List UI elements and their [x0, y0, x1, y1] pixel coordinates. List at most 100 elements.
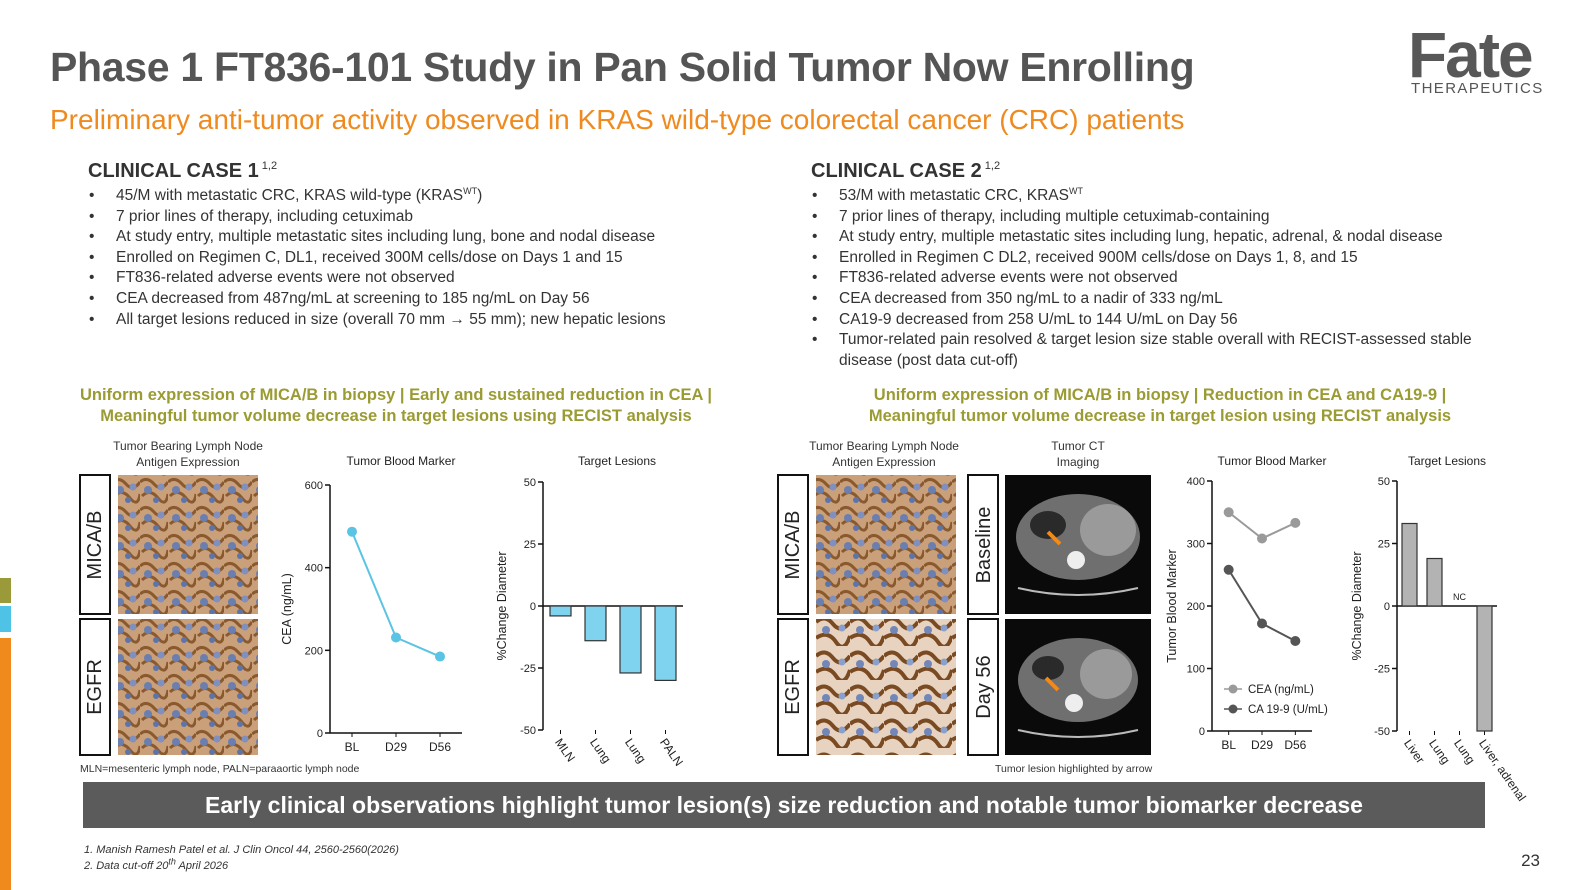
- x-tick-label: D56: [429, 740, 451, 754]
- case-heading: CLINICAL CASE 2 1,2: [811, 160, 1000, 183]
- label-box: [79, 474, 111, 615]
- highlight: Uniform expression of MICA/B in biopsy |…: [868, 386, 1452, 425]
- text: CEA decreased from 487ng/mL at screening…: [116, 289, 590, 307]
- line: [1227, 569, 1296, 642]
- x-tick-label: MLN: [552, 736, 578, 765]
- heading-text: CLINICAL CASE 1: [88, 160, 259, 182]
- text: FT836-related adverse events were not ob…: [116, 269, 455, 287]
- x-tick-label: BL: [345, 740, 360, 754]
- heading-sup: 1,2: [984, 160, 1001, 173]
- y-axis-label: CEA (ng/mL): [280, 573, 294, 645]
- text: CA19-9 decreased from 258 U/mL to 144 U/…: [839, 310, 1238, 328]
- legend-marker: [1228, 684, 1238, 694]
- y-tick-label: 100: [1187, 664, 1205, 676]
- bullet: FT836-related adverse events were not ob…: [812, 268, 1502, 289]
- heading-text: CLINICAL CASE 2: [811, 160, 982, 182]
- bullet: 53/M with metastatic CRC, KRASWT: [812, 186, 1502, 207]
- y-tick-label: 0: [317, 728, 323, 740]
- superscript: WT: [463, 185, 478, 196]
- y-tick-label: 25: [524, 539, 536, 551]
- page-number: 23: [1521, 851, 1540, 870]
- point: [1257, 533, 1267, 544]
- y-tick-label: -50: [1374, 726, 1390, 738]
- text: 7 prior lines of therapy, including cetu…: [116, 207, 413, 225]
- bullet: At study entry, multiple metastatic site…: [812, 227, 1502, 248]
- y-tick-label: 300: [1187, 539, 1205, 551]
- bullet: 45/M with metastatic CRC, KRAS wild-type…: [89, 186, 729, 207]
- y-tick-label: 0: [1384, 601, 1390, 613]
- point: [1290, 517, 1301, 528]
- x-tick-label: D56: [1284, 738, 1306, 752]
- bar: [619, 605, 642, 674]
- text: April 2026: [175, 860, 229, 872]
- y-tick-label: -25: [520, 663, 536, 675]
- bar: [1401, 522, 1418, 607]
- label-box: [79, 618, 111, 756]
- slide-title: Phase 1 FT836-101 Study in Pan Solid Tum…: [50, 44, 1195, 90]
- x-tick-label: Lung: [1451, 737, 1478, 767]
- y-tick-label: 600: [305, 480, 323, 492]
- y-tick-label: 50: [524, 477, 536, 489]
- superscript: WT: [1068, 185, 1083, 196]
- x-tick-label: BL: [1221, 738, 1236, 752]
- y-tick-label: 50: [1378, 476, 1390, 488]
- bullet: All target lesions reduced in size (over…: [89, 310, 729, 331]
- charts: Tumor Blood Marker CEA (ng/mL) 0 200 400 600 B…: [280, 454, 1529, 804]
- x-tick-label: D29: [1251, 738, 1273, 752]
- bullet-list: 45/M with metastatic CRC, KRAS wild-type…: [89, 186, 729, 330]
- bullet: 7 prior lines of therapy, including cetu…: [89, 207, 729, 228]
- text: Enrolled on Regimen C, DL1, received 300…: [116, 248, 623, 266]
- legend-marker: [1228, 704, 1238, 714]
- y-tick-label: -25: [1374, 664, 1390, 676]
- text: Enrolled in Regimen C DL2, received 900M…: [839, 248, 1358, 266]
- panel-row-label: EGFR: [782, 659, 804, 715]
- bullet: CEA decreased from 487ng/mL at screening…: [89, 289, 729, 310]
- ihc-image: [118, 619, 258, 755]
- ct-image: [1005, 619, 1151, 755]
- label-box: [967, 618, 999, 756]
- y-tick-label: 200: [1187, 601, 1205, 613]
- point: [347, 526, 357, 537]
- bullet: 7 prior lines of therapy, including mult…: [812, 207, 1502, 228]
- label-box: [967, 474, 999, 615]
- y-tick-label: -50: [520, 725, 536, 737]
- x-tick-label: D29: [385, 740, 407, 754]
- bullet: CEA decreased from 350 ng/mL to a nadir …: [812, 289, 1502, 310]
- text: 2. Data cut-off 20: [84, 860, 169, 872]
- legend-label: CA 19-9 (U/mL): [1248, 704, 1328, 716]
- point: [1223, 564, 1234, 575]
- ihc-image: [816, 475, 956, 614]
- text: At study entry, multiple metastatic site…: [116, 228, 656, 246]
- text: 7 prior lines of therapy, including mult…: [839, 207, 1270, 225]
- footnote: Tumor lesion highlighted by arrow: [995, 763, 1153, 775]
- chart-title: Target Lesions: [578, 454, 656, 468]
- y-tick-label: 0: [530, 601, 536, 613]
- bullet: Enrolled on Regimen C, DL1, received 300…: [89, 248, 729, 269]
- x-tick-label: Lung: [1426, 737, 1453, 767]
- chart-title: Target Lesions: [1408, 454, 1486, 468]
- ct-image: [1005, 475, 1151, 614]
- bullet: At study entry, multiple metastatic site…: [89, 227, 729, 248]
- accent-bar: [0, 578, 11, 603]
- point: [391, 632, 401, 643]
- reference: 2. Data cut-off 20th April 2026: [84, 857, 399, 874]
- ct-label: Tumor CT Imaging: [1051, 439, 1105, 469]
- footnote: MLN=mesenteric lymph node, PALN=paraaort…: [80, 763, 360, 775]
- ihc-image: [816, 619, 956, 755]
- y-axis-label: %Change Diameter: [495, 551, 509, 660]
- accent-bar: [0, 606, 11, 632]
- x-tick-label: Lung: [587, 736, 614, 766]
- y-axis-label: %Change Diameter: [1350, 551, 1364, 660]
- point: [1257, 618, 1267, 629]
- panel-label: Tumor Bearing Lymph Node Antigen Express…: [113, 439, 263, 469]
- bullet: CA19-9 decreased from 258 U/mL to 144 U/…: [812, 310, 1502, 331]
- x-tick-label: Liver: [1401, 737, 1427, 766]
- point: [1290, 636, 1301, 646]
- text: 1. Manish Ramesh Patel et al. J Clin Onc…: [84, 844, 399, 856]
- text: All target lesions reduced in size (over…: [116, 310, 666, 328]
- bullet: Tumor-related pain resolved & target les…: [812, 330, 1502, 371]
- text: 45/M with metastatic CRC, KRAS wild-type…: [116, 187, 464, 204]
- y-tick-label: 200: [305, 645, 323, 657]
